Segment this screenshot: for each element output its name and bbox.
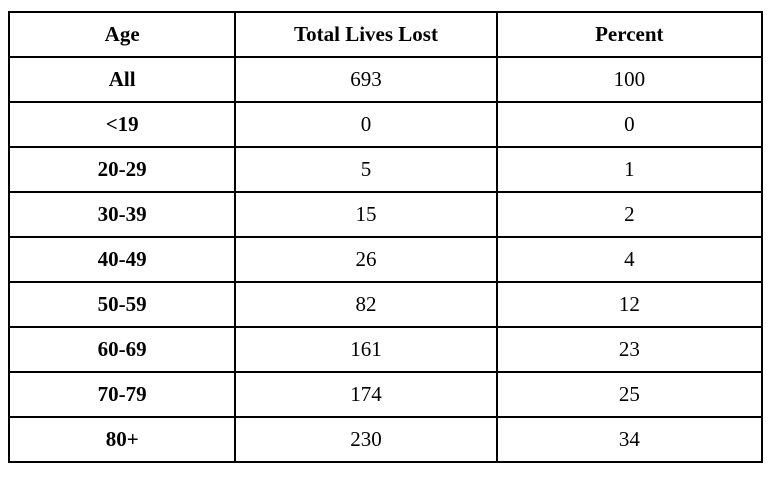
cell: 2 (495, 191, 764, 238)
row-label: 20-29 (7, 146, 237, 193)
table-row: 30-39 15 2 (7, 191, 764, 238)
cell: 0 (495, 101, 764, 148)
cell: 82 (234, 281, 498, 328)
cell: 5 (234, 146, 498, 193)
cell: 25 (495, 371, 764, 418)
cell: 34 (495, 416, 764, 463)
header-cell: Total Lives Lost (234, 11, 498, 58)
header-cell: Age (7, 11, 237, 58)
table-row: 60-69 161 23 (7, 326, 764, 373)
cell: 4 (495, 236, 764, 283)
table-row: 80+ 230 34 (7, 416, 764, 463)
table-head: Age Total Lives Lost Percent (7, 11, 764, 58)
header-cell: Percent (495, 11, 764, 58)
table-row: <19 0 0 (7, 101, 764, 148)
row-label: 50-59 (7, 281, 237, 328)
cell: 23 (495, 326, 764, 373)
table-row: 20-29 5 1 (7, 146, 764, 193)
row-label: 40-49 (7, 236, 237, 283)
table-row: 70-79 174 25 (7, 371, 764, 418)
table-row: 40-49 26 4 (7, 236, 764, 283)
cell: 161 (234, 326, 498, 373)
row-label: 30-39 (7, 191, 237, 238)
row-label: 70-79 (7, 371, 237, 418)
cell: 100 (495, 56, 764, 103)
row-label: All (7, 56, 237, 103)
cell: 15 (234, 191, 498, 238)
row-label: 80+ (7, 416, 237, 463)
table-row: 50-59 82 12 (7, 281, 764, 328)
cell: 0 (234, 101, 498, 148)
data-table: Age Total Lives Lost Percent All 693 100 <19 0… (7, 11, 764, 463)
table-row: All 693 100 (7, 56, 764, 103)
cell: 12 (495, 281, 764, 328)
header-row: Age Total Lives Lost Percent (7, 11, 764, 58)
cell: 26 (234, 236, 498, 283)
cell: 1 (495, 146, 764, 193)
table-body: All 693 100 <19 0 0 20-29 5 1 30-39 15 2 40-49 26 4 50-… (7, 56, 764, 463)
cell: 230 (234, 416, 498, 463)
row-label: 60-69 (7, 326, 237, 373)
cell: 693 (234, 56, 498, 103)
cell: 174 (234, 371, 498, 418)
row-label: <19 (7, 101, 237, 148)
